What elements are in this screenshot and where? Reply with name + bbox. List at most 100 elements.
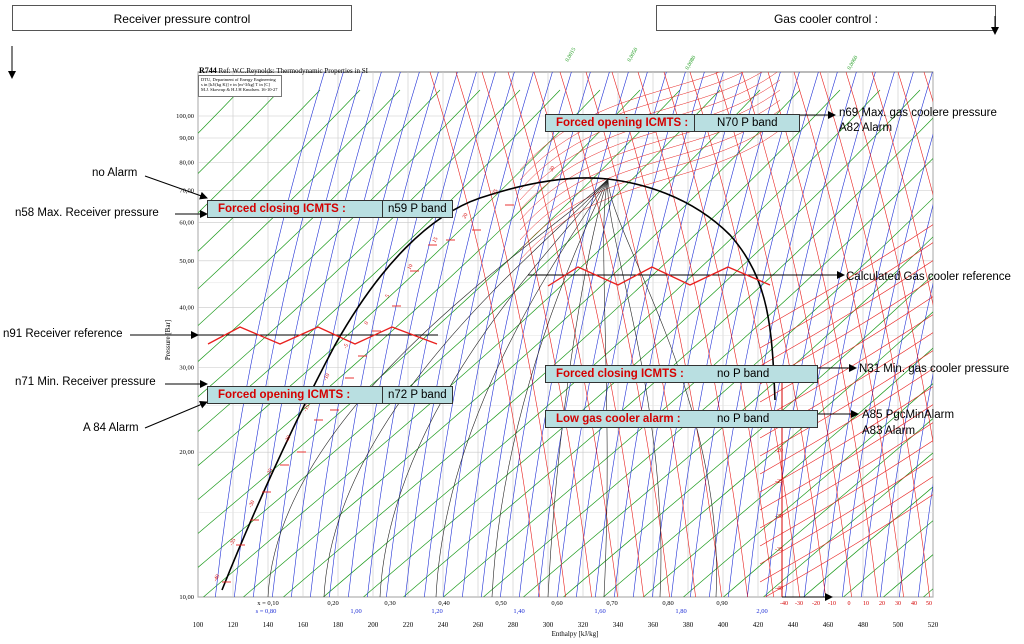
density-label: 0,0015 bbox=[565, 47, 578, 63]
band-sub: N70 P band bbox=[717, 117, 778, 129]
quality-label: 0,80 bbox=[662, 600, 673, 607]
band-forced-opening-gascooler: Forced opening ICMTS : N70 P band bbox=[545, 114, 800, 132]
x-tick-label: 440 bbox=[788, 621, 799, 629]
isochore-line bbox=[922, 588, 933, 597]
isochore-line bbox=[242, 89, 801, 597]
receiver-reference-zigzag bbox=[207, 326, 438, 345]
isochore-line bbox=[522, 236, 933, 597]
isentrope-line bbox=[614, 72, 724, 597]
gascooler-reference-zigzag bbox=[547, 266, 771, 287]
band-forced-opening-receiver: Forced opening ICMTS : n72 P band bbox=[207, 386, 453, 404]
isotherm-label: -25 bbox=[775, 479, 783, 485]
isotherm-label: -20 bbox=[775, 448, 783, 454]
isentrope-line bbox=[538, 72, 648, 597]
saturation-curve bbox=[221, 177, 776, 591]
isentrope-line bbox=[766, 72, 876, 597]
bottom-temperature-label: -40 bbox=[780, 601, 788, 607]
isotherm-label: -30 bbox=[248, 499, 257, 509]
isentrope-line bbox=[861, 203, 933, 597]
isotherm-line bbox=[481, 72, 592, 597]
isoquality-line bbox=[379, 178, 609, 597]
entropy-label: 1,40 bbox=[513, 608, 524, 615]
annotation-n71-min-receiver-pressure: n71 Min. Receiver pressure bbox=[15, 376, 156, 388]
entropy-label: 1,80 bbox=[675, 608, 686, 615]
isentrope-line bbox=[405, 72, 515, 597]
y-tick-label: 50,00 bbox=[179, 258, 194, 265]
quality-label: 0,40 bbox=[438, 600, 449, 607]
isotherm-line bbox=[759, 404, 933, 511]
density-label: 0,0060 bbox=[847, 55, 860, 71]
bottom-temperature-label: 30 bbox=[895, 601, 901, 607]
isoquality-line bbox=[267, 178, 609, 597]
band-forced-closing-gascooler: Forced closing ICMTS : no P band bbox=[545, 365, 818, 383]
band-sub: no P band bbox=[717, 368, 770, 380]
isochore-line bbox=[282, 89, 841, 597]
isochore-line bbox=[402, 117, 933, 597]
isochore-line bbox=[198, 89, 361, 252]
bottom-temperature-label: 20 bbox=[879, 601, 885, 607]
quality-label: 0,60 bbox=[551, 600, 562, 607]
y-tick-label: 90,00 bbox=[179, 135, 194, 142]
isotherm-line bbox=[507, 72, 618, 597]
isotherm-line bbox=[759, 350, 933, 457]
isotherm-line bbox=[519, 72, 763, 191]
quality-label: 0,90 bbox=[716, 600, 727, 607]
band-label: Low gas cooler alarm : bbox=[556, 413, 681, 425]
isentrope-line bbox=[804, 72, 914, 597]
x-tick-label: 400 bbox=[718, 621, 729, 629]
x-tick-label: 480 bbox=[858, 621, 869, 629]
entropy-label: 1,60 bbox=[594, 608, 605, 615]
x-tick-label: 520 bbox=[928, 621, 939, 629]
isentrope-line bbox=[918, 483, 933, 597]
annotation-n31-min-gascooler-pressure: N31 Min. gas cooler pressure bbox=[859, 363, 1010, 375]
isotherm-line bbox=[923, 72, 933, 103]
bottom-temperature-label: 10 bbox=[863, 601, 869, 607]
isentrope-line bbox=[633, 72, 743, 597]
annotation-a83-alarm: A83 Alarm bbox=[862, 425, 916, 437]
isotherm-line bbox=[519, 72, 721, 171]
isotherm-label: -40 bbox=[775, 586, 783, 592]
isotherm-line bbox=[519, 129, 781, 261]
annotation-n58-max-receiver-pressure: n58 Max. Receiver pressure bbox=[15, 207, 159, 219]
isotherm-label: 10 bbox=[407, 263, 415, 271]
isotherm-line bbox=[764, 494, 933, 597]
isochore-line bbox=[198, 89, 441, 326]
annotation-calculated-gascooler-reference: Calculated Gas cooler reference bbox=[846, 271, 1011, 283]
chart-curves bbox=[198, 72, 1024, 600]
isotherm-label: -35 bbox=[775, 547, 783, 553]
isotherm-line bbox=[793, 72, 904, 597]
isotherm-line bbox=[845, 72, 933, 444]
isotherm-line bbox=[897, 72, 933, 196]
isochore-line bbox=[842, 520, 933, 597]
x-tick-label: 280 bbox=[508, 621, 519, 629]
isentrope-line bbox=[462, 72, 572, 597]
legend-line: M.J. Skovrup & H.J.H Knudsen. 16-10-27 bbox=[201, 87, 278, 93]
annotation-a84-alarm: A 84 Alarm bbox=[83, 422, 139, 434]
isentrope-line bbox=[747, 72, 857, 597]
y-tick-label: 60,00 bbox=[179, 220, 194, 227]
entropy-label: 2,00 bbox=[756, 608, 767, 615]
x-tick-label: 460 bbox=[823, 621, 834, 629]
density-label: 0,0080 bbox=[685, 55, 698, 71]
isentrope-line bbox=[728, 72, 838, 597]
bottom-temperature-label: 40 bbox=[911, 601, 917, 607]
y-axis-title: Pressure [Bar] bbox=[164, 320, 172, 360]
chart-title: R744 Ref: W.C.Reynolds: Thermodynamic Pr… bbox=[199, 66, 368, 75]
y-tick-label: 100,00 bbox=[176, 113, 194, 120]
x-tick-label: 300 bbox=[543, 621, 554, 629]
annotation-n69-max-gascooler-pressure: n69 Max. gas coolere pressure bbox=[839, 107, 997, 119]
isotherm-label: -20 bbox=[284, 434, 293, 444]
isotherm-line bbox=[759, 242, 933, 349]
isentrope-line bbox=[690, 72, 800, 597]
quality-label: 0,20 bbox=[327, 600, 338, 607]
isotherm-line bbox=[976, 72, 1024, 600]
band-low-gascooler-alarm: Low gas cooler alarm : no P band bbox=[545, 410, 818, 428]
isochore-line bbox=[362, 89, 921, 597]
isochore-line bbox=[682, 383, 933, 597]
isoquality-line bbox=[607, 178, 717, 597]
isochore-line bbox=[602, 311, 933, 597]
band-sub: n59 P band bbox=[388, 203, 447, 215]
isentrope-line bbox=[880, 282, 933, 597]
x-tick-label: 380 bbox=[683, 621, 694, 629]
band-sub: n72 P band bbox=[388, 389, 447, 401]
